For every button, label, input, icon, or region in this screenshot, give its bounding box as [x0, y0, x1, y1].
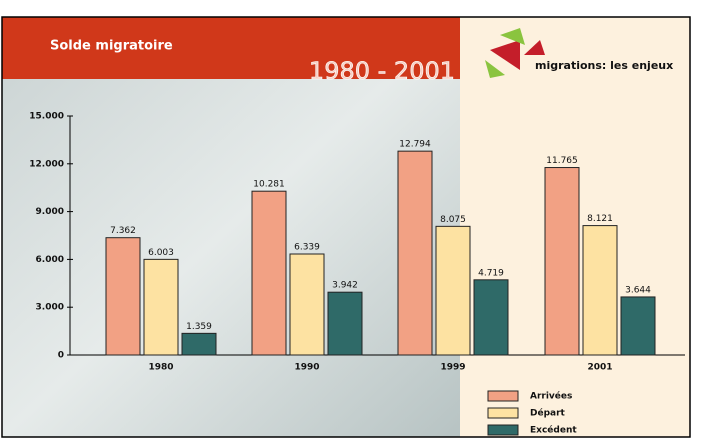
value-label: 10.281	[253, 180, 285, 190]
legend-swatch	[487, 407, 519, 419]
value-label: 11.765	[546, 156, 578, 166]
x-tick-label: 1999	[440, 363, 465, 373]
y-tick-label: 3.000	[36, 303, 64, 313]
bar	[105, 237, 141, 356]
y-tick-label: 15.000	[29, 112, 64, 122]
background	[2, 17, 460, 437]
value-label: 1.359	[186, 322, 212, 332]
logo	[485, 28, 545, 78]
bar	[582, 225, 618, 356]
subtitle: 1980 - 2001	[309, 57, 455, 85]
value-label: 12.794	[399, 140, 431, 150]
x-tick-label: 2001	[587, 363, 612, 373]
value-label: 8.121	[587, 214, 613, 224]
y-tick-label: 0	[58, 351, 64, 361]
bar	[181, 332, 217, 356]
chart-title: Solde migratoire	[50, 39, 173, 54]
value-label: 8.075	[440, 215, 466, 225]
bar	[620, 296, 656, 356]
header-band	[2, 17, 460, 79]
value-label: 4.719	[478, 268, 504, 278]
bar	[544, 167, 580, 356]
y-tick-label: 6.000	[36, 255, 64, 265]
legend-label: Arrivées	[530, 391, 572, 402]
value-label: 6.003	[148, 248, 174, 258]
bar	[289, 253, 325, 356]
value-label: 3.942	[332, 281, 358, 291]
bar	[435, 225, 471, 356]
bar	[143, 258, 179, 356]
bar	[473, 279, 509, 356]
y-tick-label: 9.000	[36, 207, 64, 217]
x-tick-label: 1980	[148, 363, 173, 373]
value-label: 7.362	[110, 226, 136, 236]
value-label: 6.339	[294, 242, 320, 252]
logo-text: migrations: les enjeux	[535, 59, 673, 72]
bar	[251, 190, 287, 356]
legend-label: Départ	[530, 408, 566, 419]
legend-label: Excédent	[530, 425, 577, 436]
bar	[397, 150, 433, 356]
legend-swatch	[487, 390, 519, 402]
bar	[327, 291, 363, 356]
frame	[1, 16, 691, 438]
y-tick-label: 12.000	[29, 159, 64, 169]
value-label: 3.644	[625, 285, 651, 295]
legend-swatch	[487, 424, 519, 436]
x-tick-label: 1990	[294, 363, 319, 373]
